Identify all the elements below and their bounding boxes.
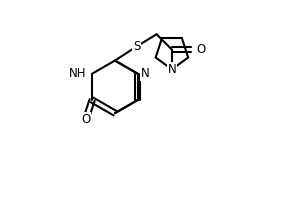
Text: N: N <box>167 63 176 76</box>
Text: O: O <box>196 43 205 56</box>
Text: S: S <box>133 40 140 53</box>
Text: O: O <box>81 113 90 126</box>
Text: N: N <box>141 67 150 80</box>
Text: NH: NH <box>69 67 87 80</box>
